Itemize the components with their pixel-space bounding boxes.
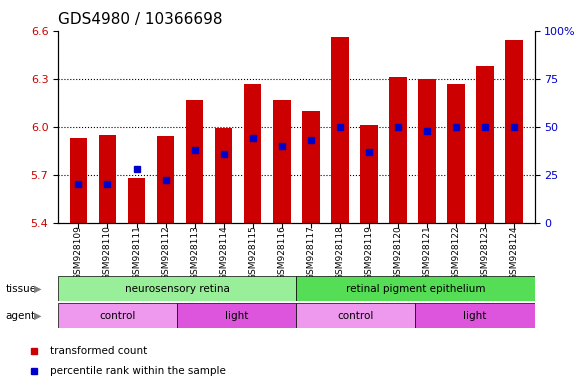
- Text: tissue: tissue: [6, 284, 37, 294]
- Text: GSM928117: GSM928117: [306, 225, 315, 280]
- Text: light: light: [225, 311, 249, 321]
- Bar: [360, 125, 378, 223]
- Bar: [70, 138, 87, 223]
- Text: control: control: [338, 311, 374, 321]
- Bar: [273, 99, 290, 223]
- Text: control: control: [99, 311, 136, 321]
- Text: neurosensory retina: neurosensory retina: [125, 284, 229, 294]
- Bar: [302, 111, 320, 223]
- Bar: [476, 66, 494, 223]
- Text: transformed count: transformed count: [50, 346, 147, 356]
- Text: GSM928109: GSM928109: [74, 225, 83, 280]
- FancyBboxPatch shape: [177, 303, 296, 328]
- Text: light: light: [463, 311, 487, 321]
- Text: GSM928116: GSM928116: [277, 225, 286, 280]
- Bar: [186, 99, 203, 223]
- FancyBboxPatch shape: [58, 303, 177, 328]
- Text: GSM928122: GSM928122: [451, 225, 461, 280]
- Text: agent: agent: [6, 311, 36, 321]
- FancyBboxPatch shape: [296, 303, 415, 328]
- Bar: [99, 135, 116, 223]
- Text: GSM928111: GSM928111: [132, 225, 141, 280]
- Bar: [389, 77, 407, 223]
- Text: GSM928120: GSM928120: [393, 225, 403, 280]
- Bar: [215, 128, 232, 223]
- Bar: [244, 84, 261, 223]
- Bar: [418, 79, 436, 223]
- Text: GSM928115: GSM928115: [248, 225, 257, 280]
- Bar: [331, 37, 349, 223]
- Text: GSM928121: GSM928121: [422, 225, 432, 280]
- Bar: [447, 84, 465, 223]
- Text: GSM928112: GSM928112: [161, 225, 170, 280]
- Text: GSM928113: GSM928113: [190, 225, 199, 280]
- Bar: [157, 136, 174, 223]
- Text: GSM928123: GSM928123: [480, 225, 490, 280]
- Text: percentile rank within the sample: percentile rank within the sample: [50, 366, 226, 376]
- Text: ▶: ▶: [34, 284, 41, 294]
- Text: GSM928124: GSM928124: [510, 225, 519, 280]
- Text: GSM928119: GSM928119: [364, 225, 374, 280]
- Bar: [128, 178, 145, 223]
- Text: GSM928110: GSM928110: [103, 225, 112, 280]
- FancyBboxPatch shape: [296, 276, 535, 301]
- Text: GSM928114: GSM928114: [219, 225, 228, 280]
- Text: GDS4980 / 10366698: GDS4980 / 10366698: [58, 12, 223, 27]
- Bar: [505, 40, 523, 223]
- Text: GSM928118: GSM928118: [335, 225, 345, 280]
- Text: ▶: ▶: [34, 311, 42, 321]
- FancyBboxPatch shape: [415, 303, 535, 328]
- FancyBboxPatch shape: [58, 276, 296, 301]
- Text: retinal pigment epithelium: retinal pigment epithelium: [346, 284, 485, 294]
